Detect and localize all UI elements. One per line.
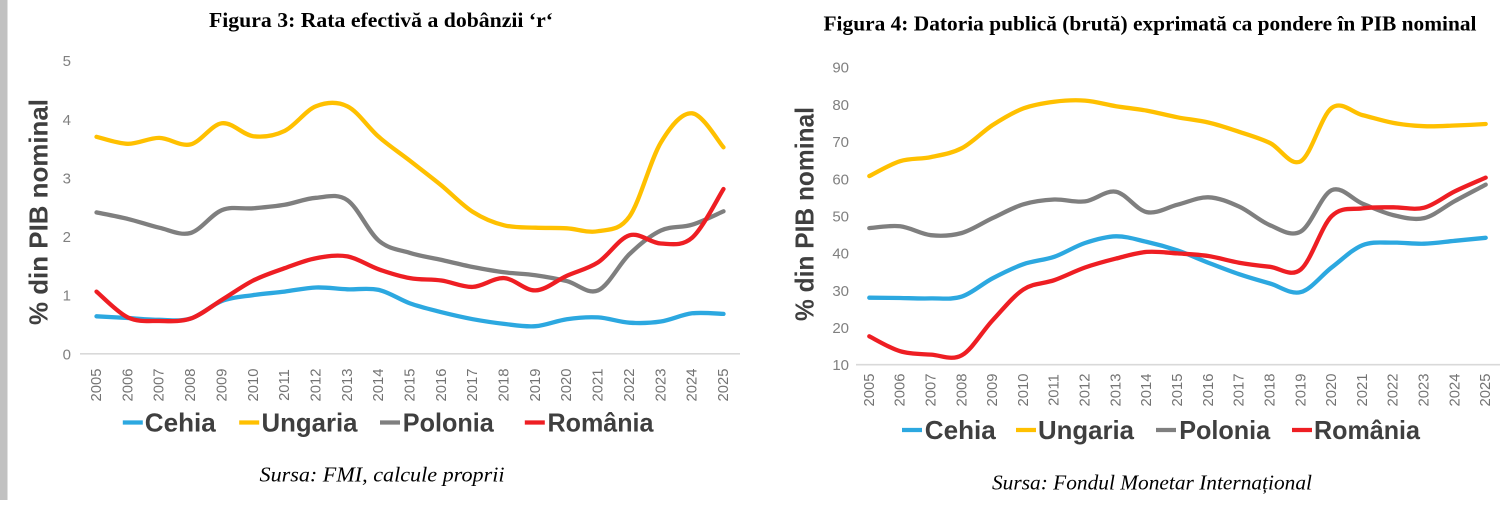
svg-text:Figura 4: Datoria publică (bru: Figura 4: Datoria publică (brută) exprim… [824,11,1477,35]
svg-text:2009: 2009 [214,369,230,402]
svg-text:Sursa: Fondul Monetar Internaț: Sursa: Fondul Monetar Internațional [992,471,1312,495]
svg-text:2013: 2013 [1108,374,1124,407]
svg-text:Figura 3: Rata efectivă a dobâ: Figura 3: Rata efectivă a dobânzii ‘r‘ [209,8,553,32]
svg-text:2011: 2011 [277,369,293,401]
svg-text:2020: 2020 [1324,374,1340,407]
svg-text:Cehia: Cehia [145,408,217,438]
svg-text:2012: 2012 [1078,374,1094,407]
svg-text:2009: 2009 [985,374,1001,407]
svg-text:2015: 2015 [1170,374,1186,407]
svg-text:2005: 2005 [89,369,105,402]
svg-text:2022: 2022 [622,369,638,402]
svg-text:2018: 2018 [1263,374,1279,407]
svg-text:2016: 2016 [1201,374,1217,407]
svg-text:2007: 2007 [152,369,168,402]
svg-text:2024: 2024 [1447,374,1463,407]
svg-text:80: 80 [832,97,849,114]
svg-text:2016: 2016 [434,369,450,402]
svg-text:90: 90 [832,60,849,77]
svg-text:2025: 2025 [1478,374,1494,407]
svg-text:2008: 2008 [183,369,199,402]
svg-text:Ungaria: Ungaria [1038,415,1135,445]
svg-text:2019: 2019 [528,369,544,402]
svg-text:0: 0 [63,346,71,363]
svg-text:2010: 2010 [1016,374,1032,407]
svg-text:2021: 2021 [591,369,607,402]
svg-text:40: 40 [832,246,849,263]
svg-text:2008: 2008 [954,374,970,407]
svg-text:2015: 2015 [403,369,419,402]
svg-text:2013: 2013 [340,369,356,402]
svg-text:2011: 2011 [1047,374,1063,406]
svg-text:4: 4 [63,112,71,129]
svg-text:Sursa: FMI, calcule proprii: Sursa: FMI, calcule proprii [260,462,505,486]
svg-text:Ungaria: Ungaria [262,408,359,438]
svg-text:2018: 2018 [497,369,513,402]
svg-text:% din PIB nominal: % din PIB nominal [790,107,820,321]
svg-text:România: România [1314,415,1421,445]
svg-text:20: 20 [832,320,849,337]
svg-text:3: 3 [63,170,71,187]
svg-text:2014: 2014 [371,369,387,402]
svg-text:2019: 2019 [1293,374,1309,407]
svg-text:2006: 2006 [120,369,136,402]
svg-text:2020: 2020 [559,369,575,402]
svg-text:2005: 2005 [862,374,878,407]
svg-text:2023: 2023 [653,369,669,402]
svg-text:2014: 2014 [1139,374,1155,407]
svg-text:70: 70 [832,134,849,151]
svg-text:30: 30 [832,283,849,300]
svg-text:2007: 2007 [923,374,939,407]
svg-text:2023: 2023 [1417,374,1433,407]
svg-text:60: 60 [832,171,849,188]
svg-text:2021: 2021 [1355,374,1371,407]
svg-text:2010: 2010 [246,369,262,402]
svg-text:2025: 2025 [716,369,732,402]
svg-text:Cehia: Cehia [925,415,997,445]
svg-text:2017: 2017 [1232,374,1248,407]
svg-text:România: România [548,408,655,438]
svg-text:2024: 2024 [685,369,701,402]
svg-text:2012: 2012 [309,369,325,402]
svg-text:50: 50 [832,209,849,226]
svg-text:2006: 2006 [893,374,909,407]
svg-text:1: 1 [63,288,71,305]
svg-text:2022: 2022 [1386,374,1402,407]
svg-text:10: 10 [832,357,849,374]
svg-text:Polonia: Polonia [403,408,495,438]
svg-text:Polonia: Polonia [1179,415,1271,445]
svg-text:2017: 2017 [465,369,481,402]
svg-text:5: 5 [63,53,71,70]
svg-text:% din PIB nominal: % din PIB nominal [24,99,54,325]
svg-text:2: 2 [63,229,71,246]
